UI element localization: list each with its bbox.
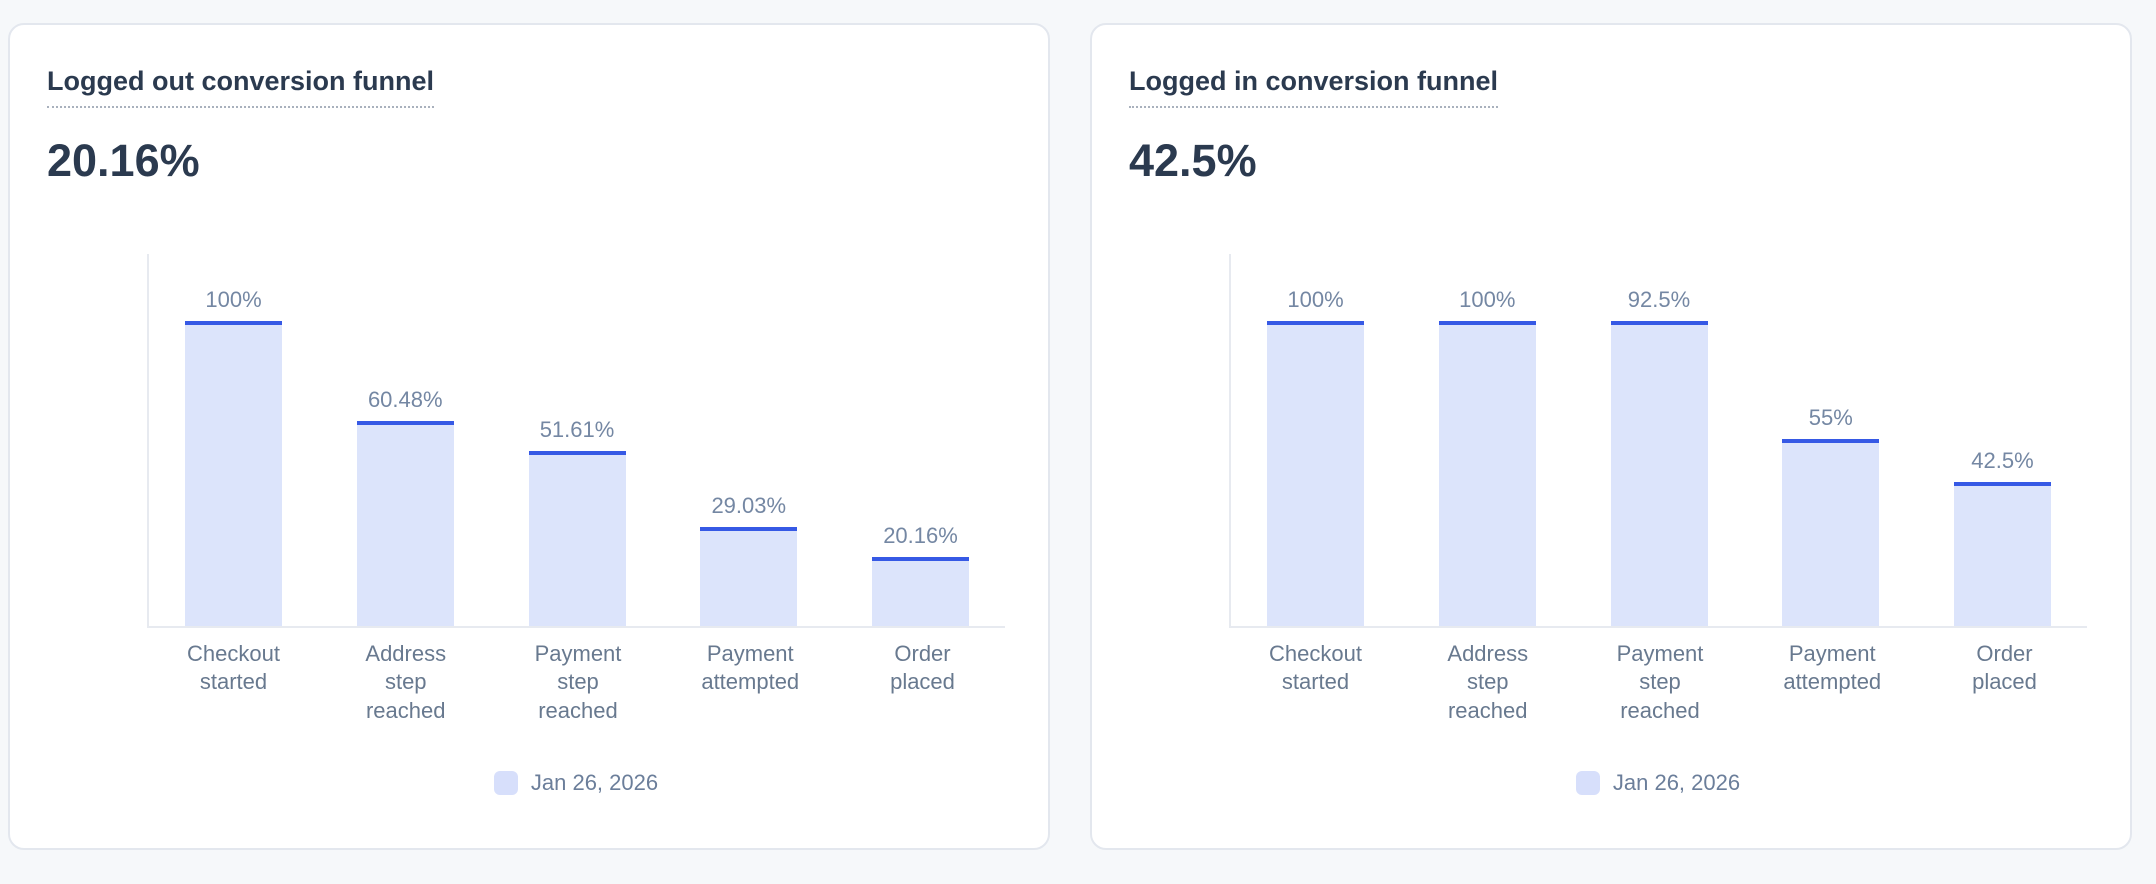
bar-group: 42.5% xyxy=(1954,287,2051,626)
legend-label: Jan 26, 2026 xyxy=(1612,769,1741,795)
x-axis-label: Payment attempted xyxy=(1783,640,1882,695)
funnel-bar-chart: 100% 60.48% 51.61% 29.03% 20.16% xyxy=(147,253,1005,628)
bar-group: 100% xyxy=(185,287,282,626)
x-axis-label: Checkout started xyxy=(1269,640,1362,695)
bar-group: 29.03% xyxy=(700,287,798,626)
funnel-bar[interactable] xyxy=(528,450,626,626)
bar-value-label: 100% xyxy=(205,286,262,312)
x-axis-labels: Checkout started Address step reached Pa… xyxy=(1231,640,2089,726)
funnel-bar[interactable] xyxy=(1954,481,2051,626)
bar-group: 100% xyxy=(1438,286,1536,626)
legend-item[interactable]: Jan 26, 2026 xyxy=(493,769,659,796)
funnel-bar-chart: 100% 100% 92.5% 55% 42.5% xyxy=(1229,253,2087,628)
legend-item[interactable]: Jan 26, 2026 xyxy=(1575,769,1741,796)
bar-value-label: 20.16% xyxy=(883,523,958,549)
bar-value-label: 92.5% xyxy=(1627,286,1691,312)
bar-value-label: 51.61% xyxy=(539,416,615,442)
funnel-bar[interactable] xyxy=(700,527,798,626)
legend-color-swatch xyxy=(1575,770,1600,795)
chart-legend: Jan 26, 2026 xyxy=(147,770,1005,796)
x-axis-label: Order placed xyxy=(890,640,955,695)
x-axis-label: Payment step reached xyxy=(534,640,622,723)
bar-value-label: 100% xyxy=(1287,286,1344,312)
x-axis-label: Payment step reached xyxy=(1616,640,1704,723)
funnel-bar[interactable] xyxy=(356,420,454,626)
bar-value-label: 100% xyxy=(1459,286,1516,312)
chart-legend: Jan 26, 2026 xyxy=(1229,770,2087,796)
legend-color-swatch xyxy=(493,770,518,795)
conversion-rate-value: 42.5% xyxy=(1129,134,1257,186)
bar-group: 60.48% xyxy=(356,287,454,626)
bar-value-label: 29.03% xyxy=(711,493,787,519)
funnel-bar[interactable] xyxy=(1610,320,1708,626)
bar-value-label: 60.48% xyxy=(367,386,443,412)
x-axis-label: Payment attempted xyxy=(701,640,800,695)
conversion-rate-value: 20.16% xyxy=(47,134,200,186)
bar-group: 55% xyxy=(1782,287,1880,626)
x-axis-label: Address step reached xyxy=(1447,640,1529,723)
insight-title[interactable]: Logged in conversion funnel xyxy=(1129,65,1499,108)
insight-title[interactable]: Logged out conversion funnel xyxy=(47,65,434,108)
insight-card-logged-out: Logged out conversion funnel 20.16% 100%… xyxy=(8,23,1050,850)
bars-row: 100% 100% 92.5% 55% 42.5% xyxy=(1231,287,2087,626)
funnel-bar[interactable] xyxy=(185,320,282,626)
insight-card-logged-in: Logged in conversion funnel 42.5% 100% 1… xyxy=(1090,23,2132,850)
bars-row: 100% 60.48% 51.61% 29.03% 20.16% xyxy=(149,287,1005,626)
x-axis-label: Order placed xyxy=(1972,640,2037,695)
x-axis-label: Address step reached xyxy=(365,640,447,723)
legend-label: Jan 26, 2026 xyxy=(530,769,659,795)
funnel-bar[interactable] xyxy=(1267,320,1364,626)
x-axis-labels: Checkout started Address step reached Pa… xyxy=(149,640,1007,726)
bar-group: 100% xyxy=(1267,287,1364,626)
x-axis-label: Checkout started xyxy=(187,640,280,695)
funnel-bar[interactable] xyxy=(872,557,969,626)
dashboard-cards: Logged out conversion funnel 20.16% 100%… xyxy=(8,23,2132,850)
bar-value-label: 42.5% xyxy=(1971,447,2034,473)
bar-group: 92.5% xyxy=(1610,286,1708,626)
funnel-bar[interactable] xyxy=(1438,320,1536,626)
bar-group: 20.16% xyxy=(872,287,969,626)
funnel-bar[interactable] xyxy=(1782,439,1880,626)
bar-value-label: 55% xyxy=(1808,405,1853,431)
bar-group: 51.61% xyxy=(528,287,626,626)
